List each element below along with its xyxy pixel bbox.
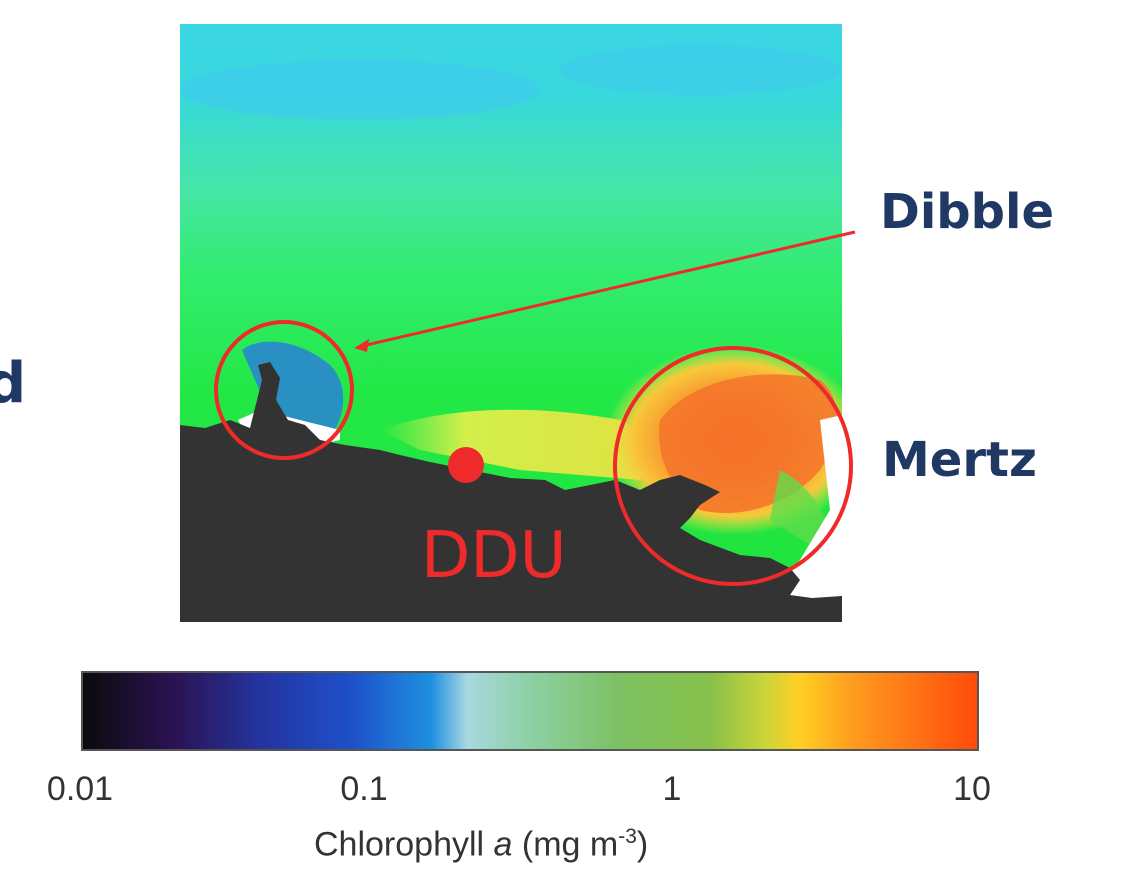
land-antarctica xyxy=(180,362,842,622)
mertz-edge-green xyxy=(770,470,830,545)
dibble-arrowhead xyxy=(354,339,369,352)
dibble-circle xyxy=(214,320,354,460)
ddu-station-marker xyxy=(448,447,484,483)
dibble-arrow-line xyxy=(361,230,856,348)
mertz-ice xyxy=(770,415,842,600)
colorbar xyxy=(81,671,979,751)
mertz-label: Mertz xyxy=(882,432,1037,488)
colorbar-tick-label: 0.01 xyxy=(46,770,114,808)
ddu-label: DDU xyxy=(421,519,567,593)
mertz-circle xyxy=(613,346,853,586)
colorbar-tick-label: 1 xyxy=(662,770,682,808)
colorbar-tick-label: 0.1 xyxy=(340,770,388,808)
low-chl-patch xyxy=(560,45,840,95)
dibble-label: Dibble xyxy=(880,184,1055,240)
low-chl-patch xyxy=(180,60,540,120)
coastal-bloom xyxy=(380,409,660,480)
colorbar-title: Chlorophyll a (mg m-3) xyxy=(314,825,649,864)
colorbar-tick-label: 10 xyxy=(953,770,991,808)
cut-off-label: d xyxy=(0,351,27,416)
